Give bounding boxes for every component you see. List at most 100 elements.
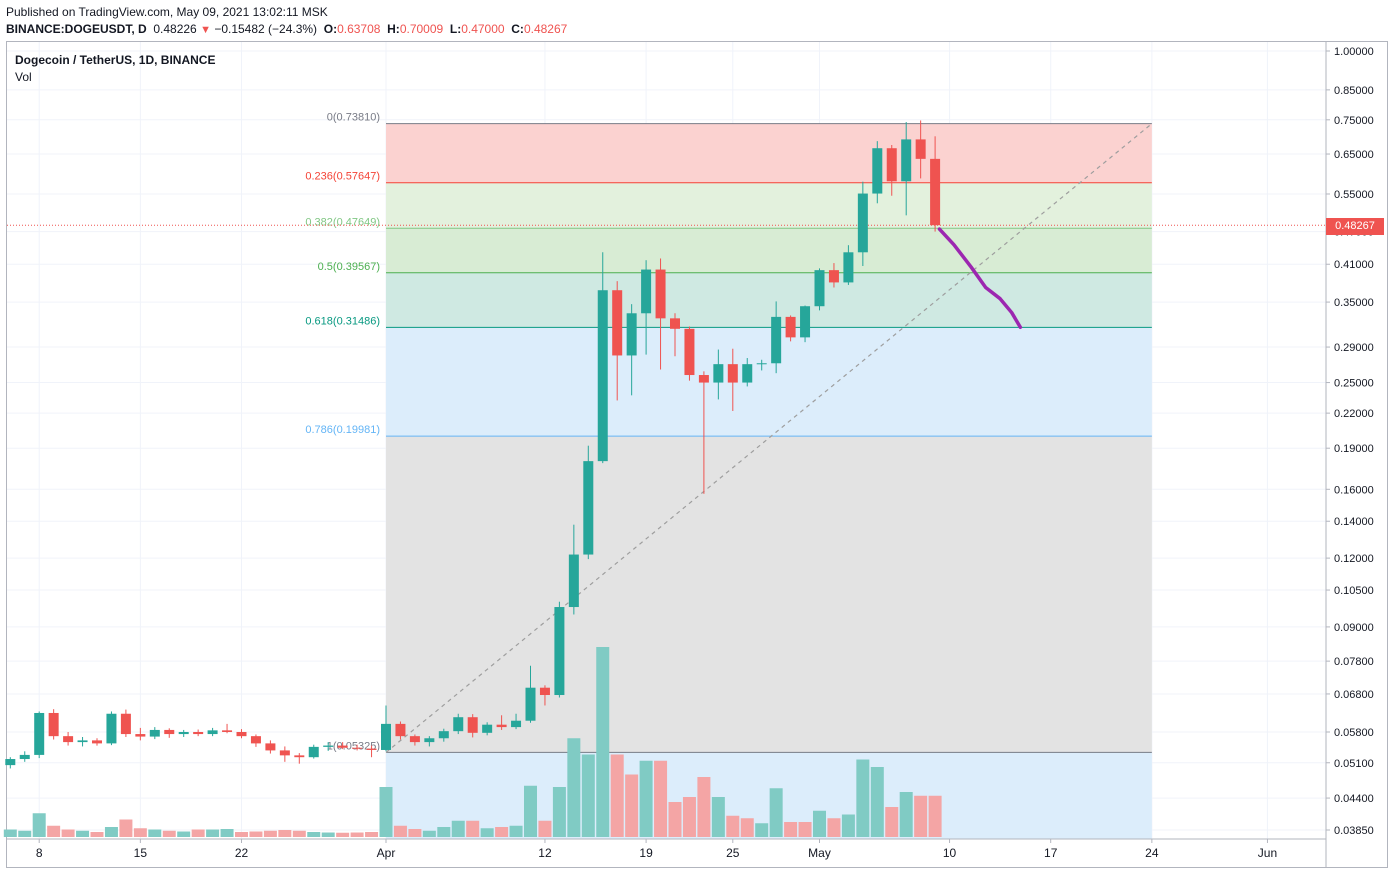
candle — [583, 445, 594, 560]
volume-bar — [379, 787, 393, 837]
price-tick-label: 0.75000 — [1334, 115, 1374, 127]
candle — [366, 745, 377, 758]
candle — [771, 301, 782, 374]
candle-body — [149, 729, 160, 737]
volume-bar — [639, 760, 653, 837]
candle-body — [438, 731, 449, 739]
volume-bar — [480, 828, 494, 837]
candle-body — [352, 747, 363, 749]
candle — [120, 709, 131, 737]
high-label: H: — [387, 22, 400, 36]
time-axis: 8 15 22 Apr 12 19 25 May 10 17 24 Jun — [7, 838, 1326, 860]
fib-zone — [386, 752, 1152, 839]
candle — [655, 258, 666, 370]
candle — [164, 728, 175, 738]
volume-bar — [47, 825, 61, 837]
candle — [742, 358, 753, 387]
low-label: L: — [449, 22, 462, 36]
candle — [814, 268, 825, 311]
candle-body — [178, 731, 189, 735]
candle — [857, 181, 868, 266]
candle — [915, 120, 926, 179]
candle — [511, 713, 522, 730]
fib-zone — [386, 123, 1152, 183]
candle — [395, 721, 406, 740]
fib-level-label: 0.786(0.19981) — [305, 424, 380, 436]
candle-body — [655, 269, 666, 319]
volume-bar — [292, 830, 306, 837]
time-tick-label: 12 — [538, 846, 552, 860]
candle — [670, 313, 680, 357]
candle — [828, 263, 839, 288]
candle-body — [366, 748, 377, 750]
price-tick-label: 0.55000 — [1334, 189, 1374, 201]
price-tick-label: 0.16000 — [1334, 484, 1374, 496]
candle-body — [525, 687, 536, 721]
volume-bar — [654, 760, 668, 837]
fib-level-label: 0(0.73810) — [327, 112, 380, 124]
candle-body — [915, 139, 926, 159]
fib-level-label: 0.618(0.31486) — [305, 315, 380, 327]
volume-bar — [177, 831, 191, 837]
candle — [352, 744, 363, 751]
candle-body — [193, 731, 204, 735]
volume-label: Vol — [15, 70, 32, 84]
time-tick-label: Apr — [377, 846, 396, 860]
time-tick-label: 8 — [36, 846, 43, 860]
price-tick-label: 0.29000 — [1334, 342, 1374, 354]
volume-bar — [18, 830, 32, 837]
candle — [713, 349, 724, 400]
candle — [612, 281, 623, 401]
volume-bar — [206, 829, 220, 837]
volume-bar — [827, 818, 841, 837]
volume-bar — [278, 830, 292, 837]
volume-bar — [697, 777, 711, 837]
close-value: 0.48267 — [523, 22, 568, 36]
fib-retracement: 0(0.73810) 0.236(0.57647) 0.382(0.47649) 0.… — [305, 112, 1153, 839]
candle — [482, 722, 493, 736]
candle — [34, 711, 45, 759]
candle-body — [453, 717, 464, 732]
volume-bar — [365, 832, 379, 837]
candle-body — [641, 269, 652, 314]
candle-body — [785, 316, 796, 338]
chart-frame[interactable] — [6, 41, 1388, 868]
candle — [901, 122, 912, 216]
candle — [409, 734, 420, 746]
candle — [178, 729, 189, 737]
ohlc-header: BINANCE:DOGEUSDT, D 0.48226 ▼ −0.15482 (… — [6, 22, 567, 36]
candle — [5, 757, 16, 769]
price-tick-label: 0.41000 — [1334, 259, 1374, 271]
fib-trend-line — [385, 123, 1153, 753]
candle-body — [265, 743, 276, 751]
candle — [886, 145, 897, 196]
volume-bar — [841, 814, 855, 837]
candle-body — [583, 461, 594, 555]
volume-bar — [495, 827, 509, 837]
candle — [597, 252, 608, 464]
volume-bar — [870, 767, 884, 837]
candle — [496, 715, 507, 730]
candle-body — [684, 328, 695, 376]
fib-level-label: 0.382(0.47649) — [305, 216, 380, 228]
price-axis: 1.000000.850000.750000.650000.550000.470… — [1325, 42, 1374, 867]
volume-bar — [451, 820, 465, 837]
volume-bar — [148, 829, 162, 837]
volume-bar — [914, 795, 928, 837]
candle — [727, 348, 738, 411]
volume-bar — [408, 829, 422, 837]
candle-body — [106, 713, 117, 744]
candle-body — [626, 313, 637, 356]
candle — [279, 746, 290, 762]
candle-body — [886, 148, 897, 182]
volume-bar — [856, 759, 870, 837]
fib-level-label: 0.5(0.39567) — [318, 261, 380, 273]
volume-bar — [249, 831, 263, 837]
price-tick-label: 0.04400 — [1334, 793, 1374, 805]
candle — [800, 305, 811, 343]
candle-body — [742, 364, 753, 383]
volume-bar — [321, 832, 335, 837]
volume-bar — [524, 785, 537, 837]
volume-bar — [263, 830, 277, 837]
